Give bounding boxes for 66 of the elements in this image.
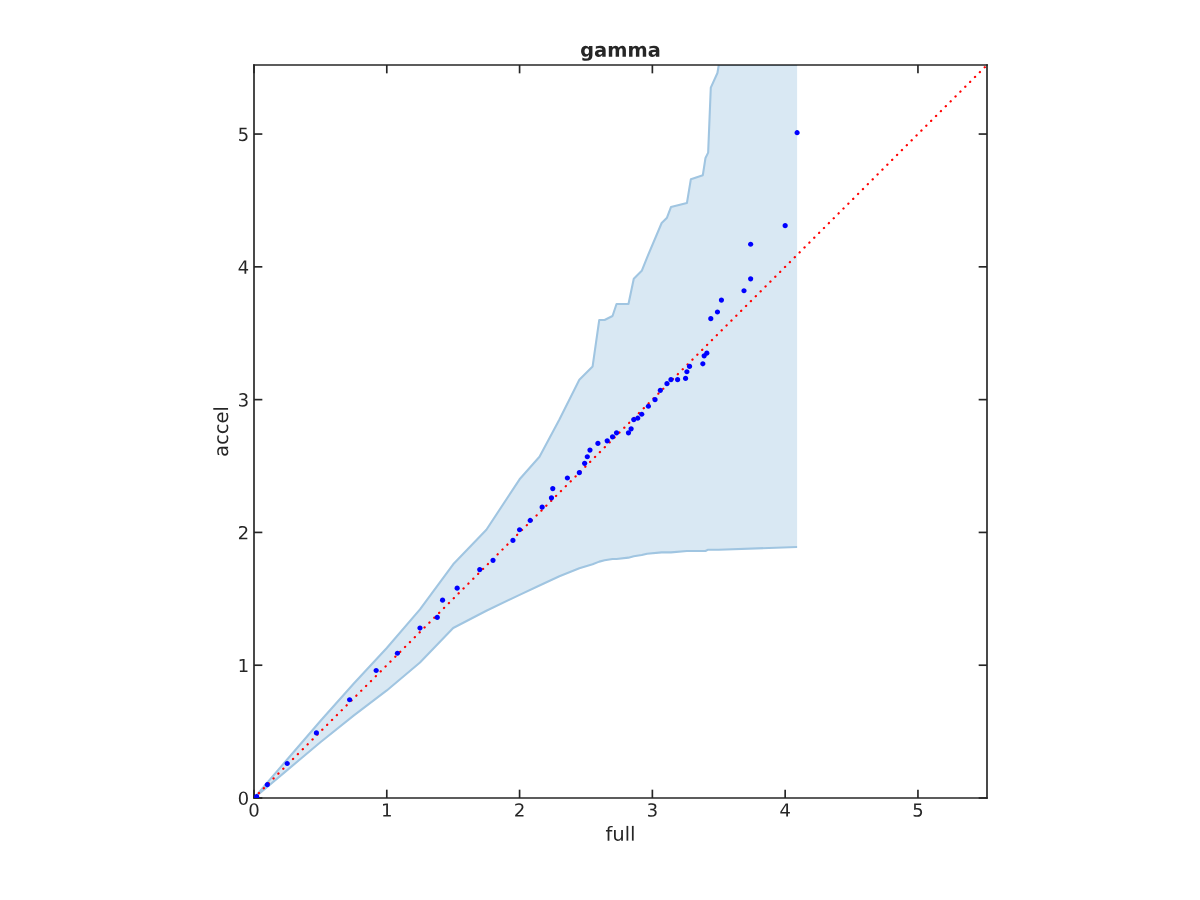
point: [477, 567, 483, 573]
x-tick-label: 5: [913, 803, 923, 817]
point: [684, 369, 690, 375]
x-axis-title: full: [605, 825, 634, 841]
point: [439, 597, 446, 603]
y-tick-label: 4: [238, 260, 249, 274]
y-tick-label: 1: [239, 658, 248, 673]
y-tick-label: 0: [238, 791, 248, 806]
point: [584, 454, 590, 460]
point: [664, 381, 670, 387]
point: [564, 475, 570, 481]
point: [794, 130, 800, 136]
y-tick-label: 5: [239, 127, 248, 142]
point: [748, 241, 754, 247]
point: [645, 403, 651, 409]
point: [782, 223, 788, 229]
point: [490, 557, 496, 563]
point: [516, 527, 523, 533]
point: [587, 447, 593, 453]
point: [700, 361, 706, 367]
point: [708, 316, 714, 322]
point: [254, 794, 260, 798]
point: [718, 297, 725, 303]
point: [550, 486, 556, 492]
point: [652, 397, 658, 403]
point: [347, 697, 353, 703]
point: [582, 460, 588, 466]
point: [595, 440, 601, 447]
point: [434, 614, 440, 620]
point: [394, 650, 401, 656]
point: [539, 504, 545, 510]
y-tick-label: 3: [239, 393, 248, 407]
point: [639, 411, 645, 417]
point: [613, 430, 620, 436]
point: [682, 375, 689, 381]
point: [748, 276, 754, 282]
point: [668, 377, 674, 383]
point: [527, 517, 533, 524]
point: [714, 309, 721, 315]
point: [284, 760, 290, 767]
point: [604, 438, 610, 444]
point: [741, 288, 747, 294]
point: [576, 470, 582, 476]
point: [264, 782, 270, 788]
point: [631, 416, 637, 423]
point: [548, 495, 555, 501]
y-axis-title: accel: [213, 407, 229, 456]
x-tick-label: 4: [780, 803, 790, 817]
point: [635, 415, 641, 421]
point: [454, 585, 460, 591]
x-tick-label: 2: [515, 803, 524, 817]
point: [609, 434, 616, 440]
y-tick-label: 2: [238, 525, 248, 540]
x-tick-label: 1: [383, 803, 391, 817]
point: [686, 363, 693, 370]
point: [625, 430, 632, 436]
chart-title: gamma: [581, 45, 660, 61]
point: [417, 625, 423, 631]
point: [510, 537, 516, 543]
point: [657, 387, 663, 393]
point: [373, 667, 379, 674]
point: [313, 730, 320, 736]
x-tick-label: 0: [249, 803, 259, 817]
x-tick-label: 3: [648, 803, 657, 817]
point: [628, 426, 634, 432]
point: [675, 377, 681, 383]
